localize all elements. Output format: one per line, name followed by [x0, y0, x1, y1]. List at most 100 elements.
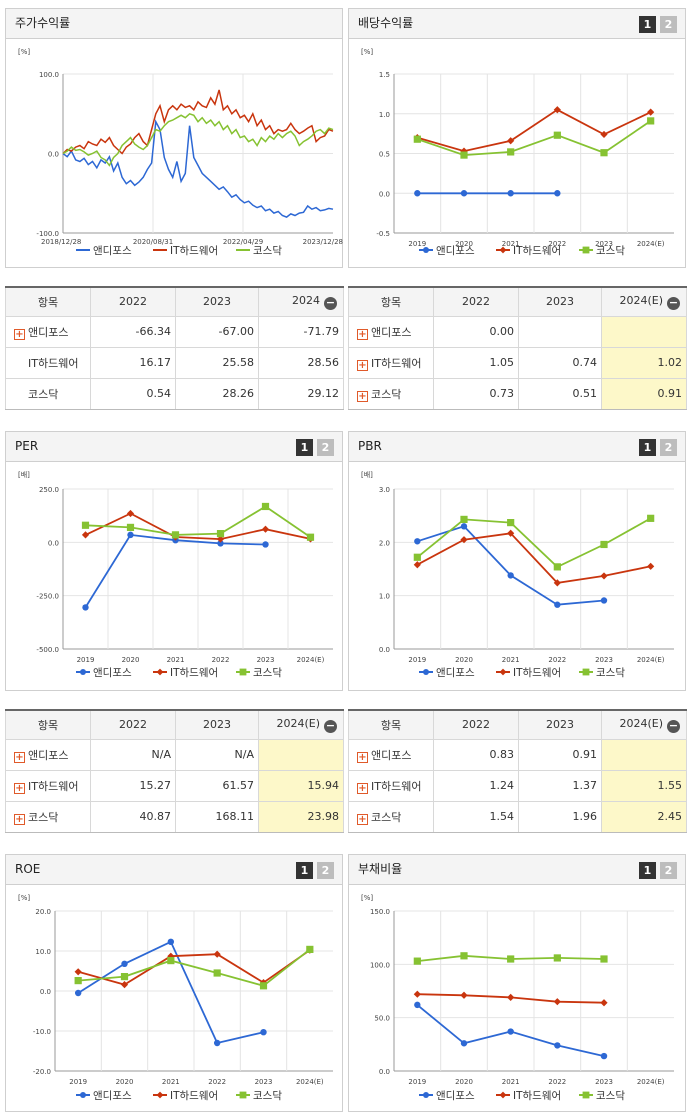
- collapse-icon[interactable]: −: [667, 718, 680, 733]
- data-point-kosdaq: [507, 519, 515, 527]
- table-cell: 25.58: [175, 346, 259, 379]
- legend-item-it: IT하드웨어: [153, 666, 218, 679]
- y-tick-label: 100.0: [370, 961, 390, 969]
- legend-item-andi: 앤디포스: [76, 667, 132, 679]
- data-point-kosdaq: [460, 515, 468, 523]
- y-tick-label: 1.0: [379, 593, 390, 601]
- table-cell: 61.57: [175, 769, 259, 802]
- table-cell: 0.73: [433, 377, 519, 410]
- data-point-kosdaq: [507, 955, 515, 963]
- legend-marker: [582, 668, 590, 676]
- debt-ratio-chart: [%] 150.0 100.0 50.0 0.0 2019 2020 2021 2022 2023…: [361, 894, 674, 1102]
- view-1-button[interactable]: 1: [639, 439, 656, 456]
- data-point-andi: [82, 604, 89, 611]
- dividend-yield-table: 항목 2022 2023 2024(E) − + 앤디포스 0.00 + IT하드웨어 1.05 0.…: [348, 286, 687, 410]
- expand-plus-icon[interactable]: +: [14, 782, 25, 794]
- data-point-it: [261, 525, 270, 533]
- table-cell: -66.34: [90, 315, 176, 348]
- data-point-it: [647, 108, 655, 116]
- view-1-button[interactable]: 1: [296, 439, 313, 456]
- table-row: + IT하드웨어 1.05 0.74 1.02: [348, 346, 687, 379]
- series-line-it: [77, 949, 311, 986]
- expand-plus-icon[interactable]: +: [357, 359, 368, 371]
- data-point-kosdaq: [413, 553, 421, 561]
- pbr-chart: [배] 3.0 2.0 1.0 0.0 2019 2020 2021 2022 2023 2024(…: [361, 470, 674, 679]
- expand-plus-icon[interactable]: +: [357, 782, 368, 794]
- data-point-kosdaq: [553, 563, 561, 571]
- row-label: + 코스닥: [5, 800, 91, 833]
- data-point-andi: [554, 601, 561, 608]
- legend-item-kosdaq: 코스닥: [579, 245, 625, 257]
- pbr-table: 항목 2022 2023 2024(E) − + 앤디포스 0.83 0.91 + IT하드웨어 1.…: [348, 709, 687, 833]
- view-1-button[interactable]: 1: [639, 862, 656, 879]
- data-point-kosdaq: [553, 131, 561, 139]
- table-row: + 코스닥 40.87 168.11 23.98: [5, 800, 344, 833]
- legend-item-andi: 앤디포스: [76, 1090, 132, 1102]
- x-tick-label: 2024(E): [297, 656, 325, 664]
- expand-plus-icon[interactable]: +: [14, 328, 25, 340]
- data-point-andi: [262, 541, 269, 548]
- expand-plus-icon[interactable]: +: [357, 751, 368, 763]
- table-cell: -71.79: [258, 315, 344, 348]
- collapse-icon[interactable]: −: [667, 295, 680, 310]
- data-point-andi: [74, 989, 82, 997]
- data-point-kosdaq: [460, 151, 468, 159]
- table-row: + 앤디포스 -66.34 -67.00 -71.79: [5, 315, 344, 348]
- x-tick-label: 2020: [455, 240, 473, 248]
- data-point-kosdaq: [413, 957, 421, 965]
- table-cell: [258, 738, 344, 771]
- expand-plus-icon[interactable]: +: [14, 751, 25, 763]
- x-tick-label: 2024(E): [296, 1078, 324, 1086]
- table-cell: 28.26: [175, 377, 259, 410]
- legend-item-kosdaq: 코스닥: [236, 1090, 282, 1102]
- data-point-it: [413, 990, 421, 998]
- series-line-kosdaq: [416, 517, 652, 568]
- legend-item-andi: 앤디포스: [76, 245, 132, 257]
- view-1-button[interactable]: 1: [639, 16, 656, 33]
- legend-label: 앤디포스: [436, 667, 475, 679]
- data-point-kosdaq: [126, 523, 135, 531]
- data-point-andi: [460, 1040, 468, 1047]
- table-cell: 15.94: [258, 769, 344, 802]
- series-line-kosdaq: [417, 120, 652, 157]
- table-cell: 0.74: [518, 346, 602, 379]
- legend-label: 앤디포스: [93, 667, 132, 679]
- data-point-andi: [260, 1029, 267, 1036]
- y-tick-label: 0.0: [379, 190, 390, 198]
- x-tick-label: 2021: [167, 656, 185, 664]
- data-point-it: [600, 572, 608, 580]
- x-tick-label: 2021: [502, 656, 520, 664]
- legend-item-kosdaq: 코스닥: [579, 1090, 625, 1102]
- expand-plus-icon[interactable]: +: [357, 813, 368, 825]
- table-cell: 0.00: [433, 315, 519, 348]
- view-2-button[interactable]: 2: [660, 439, 677, 456]
- collapse-icon[interactable]: −: [324, 295, 337, 310]
- collapse-icon[interactable]: −: [324, 718, 337, 733]
- legend-item-kosdaq: 코스닥: [579, 667, 625, 679]
- expand-plus-icon[interactable]: +: [14, 813, 25, 825]
- data-point-andi: [460, 523, 468, 530]
- data-point-andi: [414, 538, 421, 545]
- table-cell: 1.96: [518, 800, 602, 833]
- table-row: 코스닥 0.54 28.26 29.12: [5, 377, 344, 410]
- x-tick-label: 2020: [116, 1078, 134, 1086]
- x-tick-label: 2022: [548, 1078, 566, 1086]
- column-header-item: 항목: [348, 287, 434, 317]
- view-2-button[interactable]: 2: [317, 862, 334, 879]
- expand-plus-icon[interactable]: +: [357, 328, 368, 340]
- table-cell: 28.56: [258, 346, 344, 379]
- legend-label: 코스닥: [253, 1090, 282, 1102]
- view-2-button[interactable]: 2: [317, 439, 334, 456]
- panel-title: PBR: [358, 439, 382, 453]
- x-tick-label: 2022: [548, 656, 566, 664]
- expand-plus-icon[interactable]: +: [357, 390, 368, 402]
- x-tick-label: 2023: [595, 240, 613, 248]
- view-2-button[interactable]: 2: [660, 16, 677, 33]
- y-tick-label: 0.0: [379, 1068, 390, 1076]
- view-2-button[interactable]: 2: [660, 862, 677, 879]
- table-cell: [518, 315, 602, 348]
- view-1-button[interactable]: 1: [296, 862, 313, 879]
